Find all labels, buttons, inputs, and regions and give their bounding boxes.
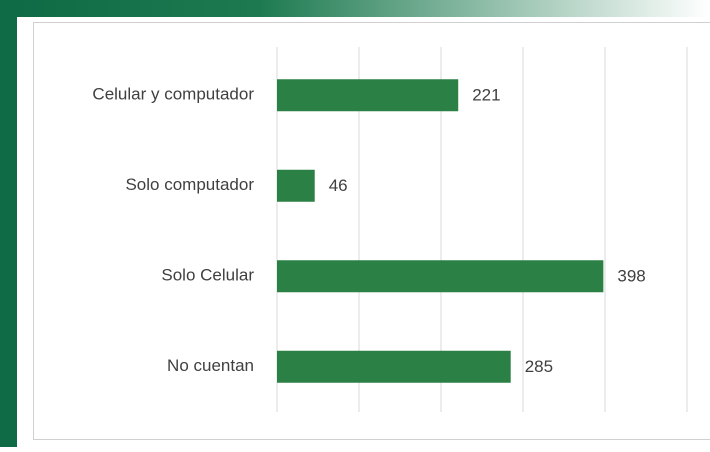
y-tick-label: Celular y computador (92, 85, 254, 104)
data-label: 398 (617, 267, 645, 286)
y-tick-label: Solo computador (125, 175, 254, 194)
y-tick-label: No cuentan (167, 356, 254, 375)
y-tick-label: Solo Celular (161, 266, 254, 285)
bar (277, 79, 458, 111)
data-label: 221 (472, 86, 500, 105)
bar (277, 260, 603, 292)
bar (277, 170, 315, 202)
bar (277, 351, 511, 383)
data-label: 46 (329, 176, 348, 195)
data-label: 285 (525, 357, 553, 376)
left-border (0, 0, 17, 447)
top-border (17, 0, 710, 17)
